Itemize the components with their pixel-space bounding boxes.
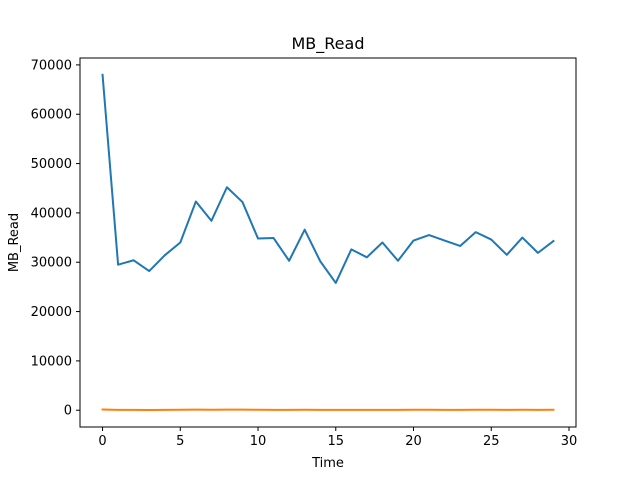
y-tick-label: 30000 <box>31 256 72 271</box>
x-tick-label: 30 <box>561 434 578 449</box>
x-tick-label: 25 <box>483 434 500 449</box>
y-tick-label: 10000 <box>31 354 72 369</box>
x-tick-label: 10 <box>250 434 267 449</box>
x-tick-label: 20 <box>405 434 422 449</box>
y-axis-title: MB_Read <box>7 213 22 272</box>
ticks-layer: 0 5 10 15 20 25 30 0 10000 20000 30000 40000 50000 60… <box>31 58 578 449</box>
y-tick-label: 40000 <box>31 206 72 221</box>
y-tick-label: 60000 <box>31 108 72 123</box>
series-line-1 <box>101 73 555 284</box>
plot-area <box>80 58 576 427</box>
series-layer <box>101 73 555 411</box>
y-tick-label: 70000 <box>31 58 72 73</box>
x-tick-label: 5 <box>176 434 184 449</box>
y-tick-label: 0 <box>64 404 72 419</box>
chart-title: MB_Read <box>292 34 365 54</box>
x-axis-title: Time <box>311 456 344 471</box>
plot-frame <box>79 57 577 428</box>
y-tick-label: 20000 <box>31 305 72 320</box>
x-tick-label: 0 <box>98 434 106 449</box>
x-tick-label: 15 <box>328 434 345 449</box>
y-tick-label: 50000 <box>31 157 72 172</box>
